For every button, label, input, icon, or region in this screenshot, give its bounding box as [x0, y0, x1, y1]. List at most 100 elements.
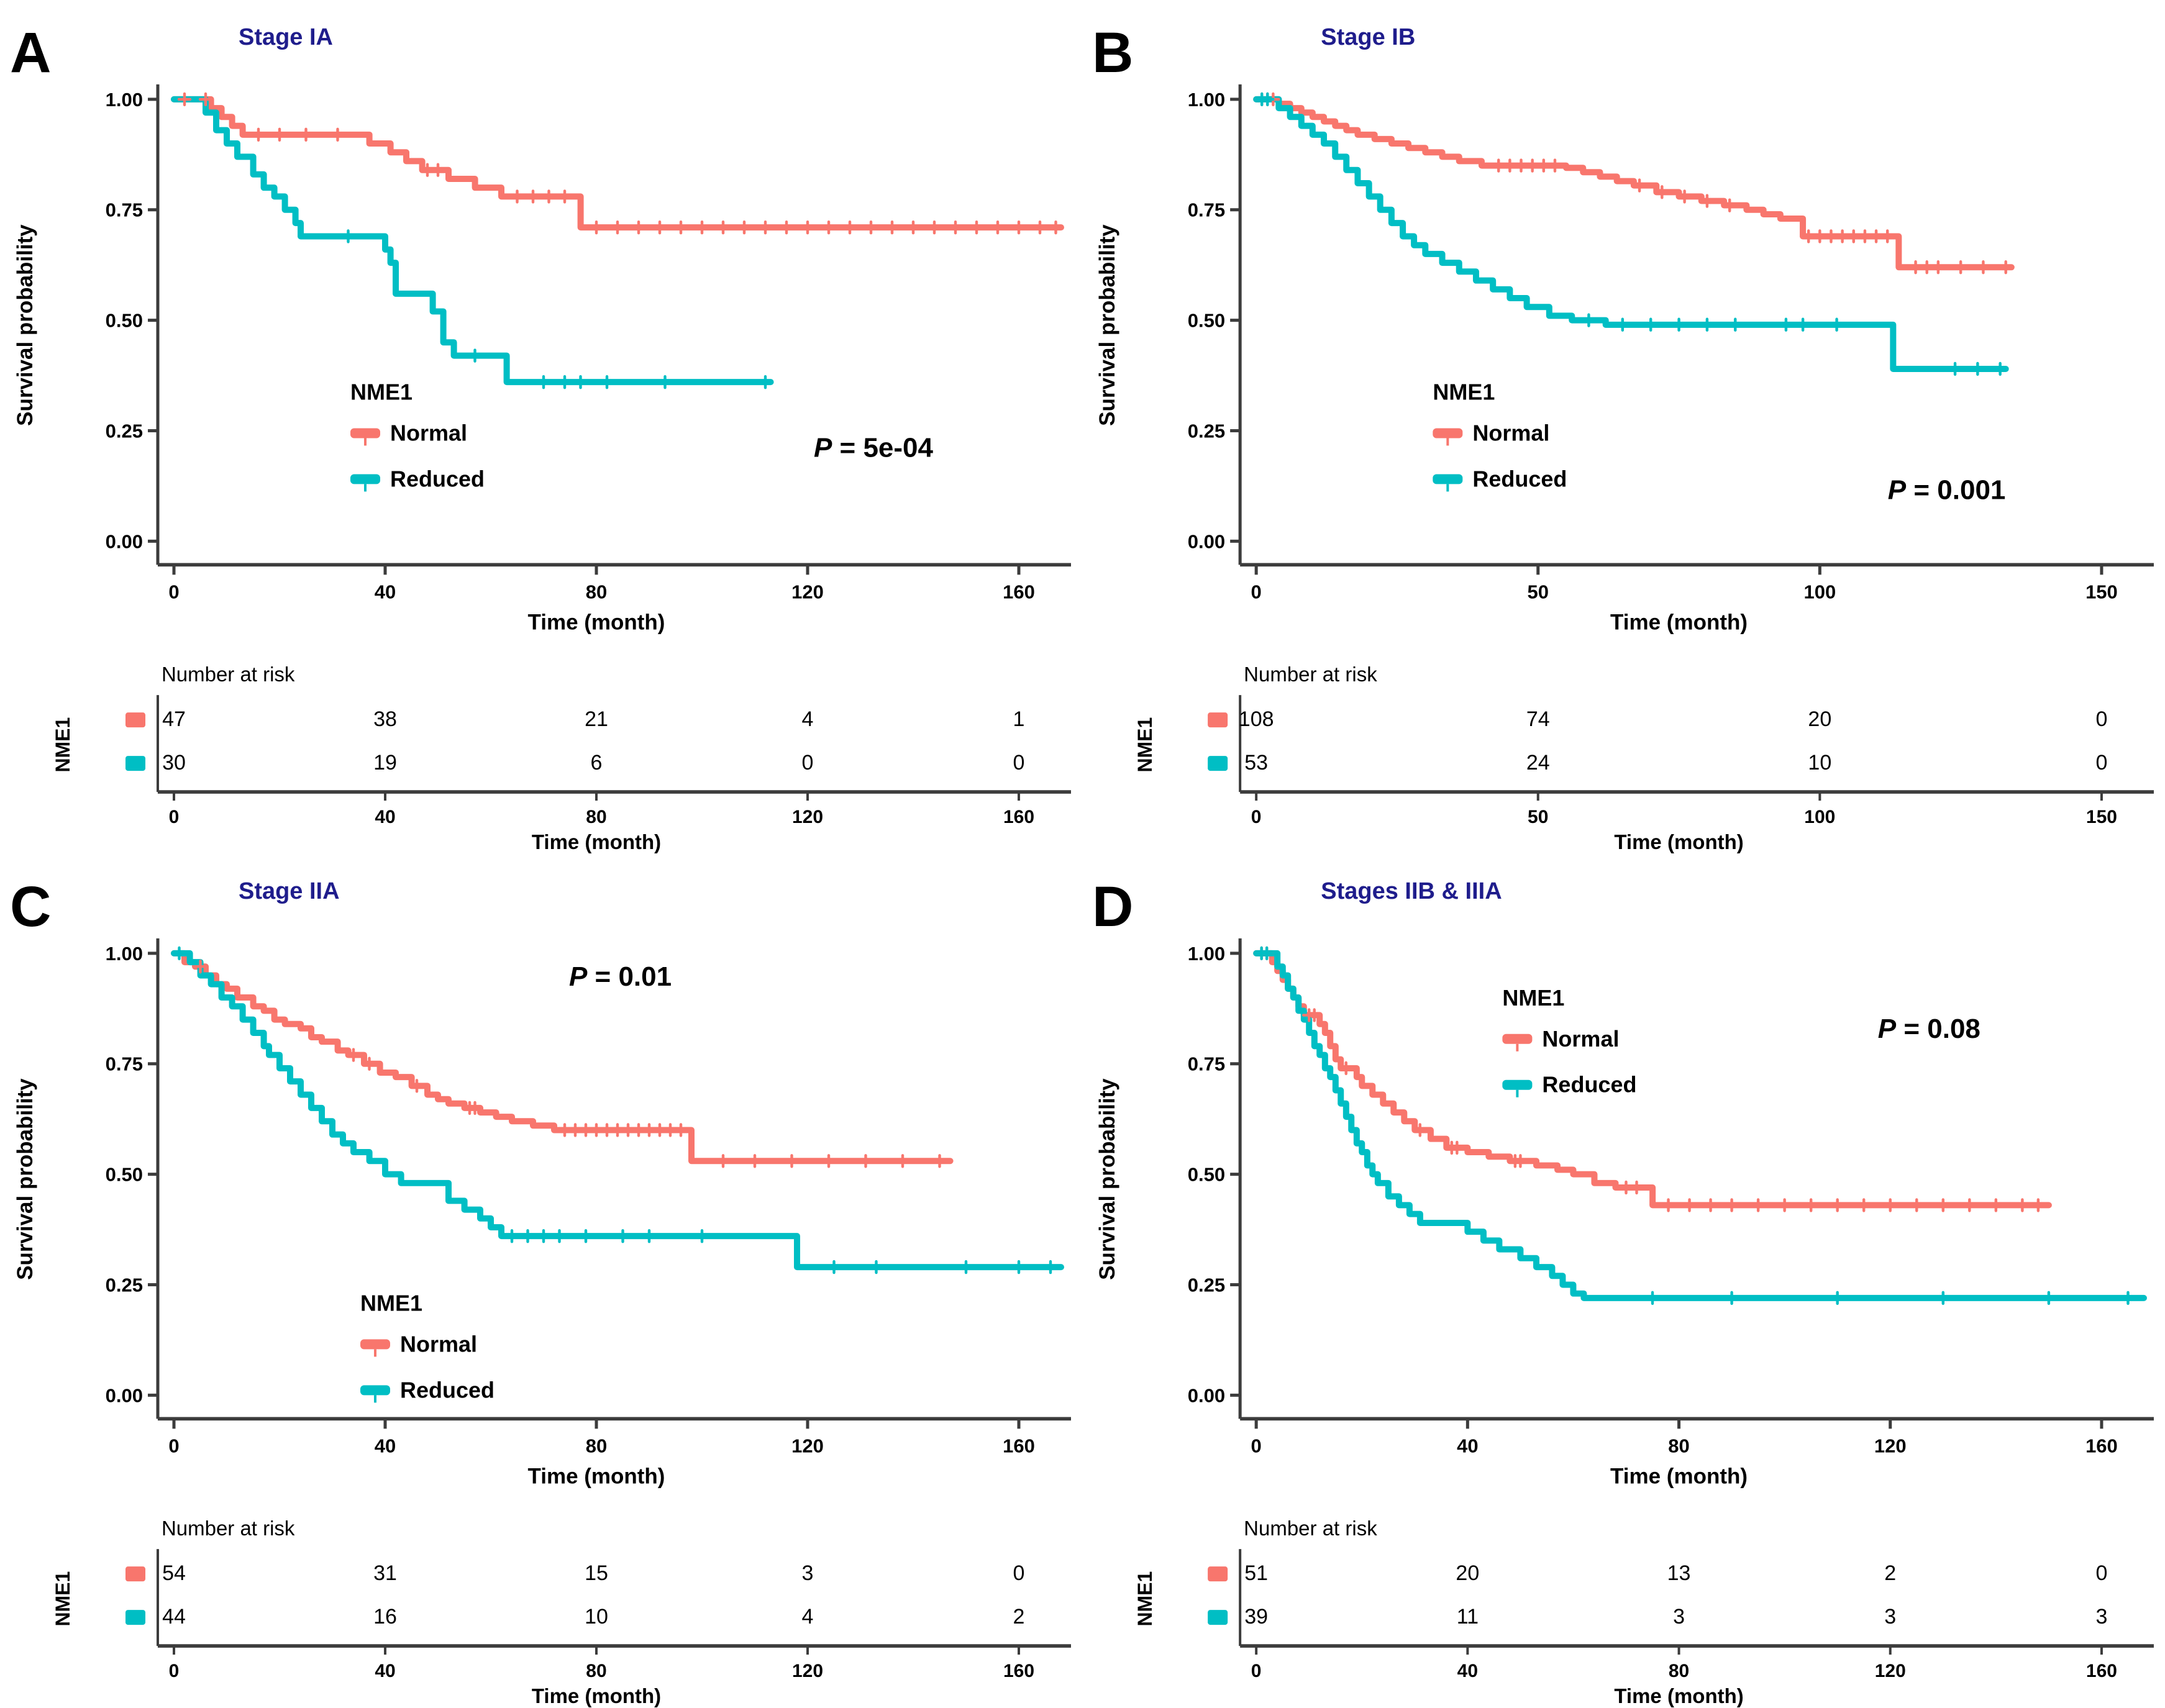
legend-label: Normal: [390, 420, 467, 445]
x-tick-label: 40: [375, 1435, 396, 1456]
risk-x-tick-label: 160: [2086, 1661, 2117, 1681]
risk-count: 38: [373, 707, 397, 731]
risk-count: 4: [802, 1605, 814, 1629]
risk-group-label: NME1: [1134, 1571, 1156, 1627]
risk-row-key-normal: [1208, 712, 1228, 728]
panel-letter: B: [1092, 21, 1133, 84]
x-axis-title: Time (month): [528, 1464, 665, 1488]
risk-x-tick-label: 40: [375, 1661, 395, 1681]
risk-x-tick-label: 100: [1804, 807, 1835, 827]
risk-count: 10: [1808, 751, 1831, 775]
x-tick-label: 120: [791, 1435, 824, 1456]
p-value: P = 5e-04: [814, 432, 934, 463]
y-axis-title: Survival probability: [13, 1078, 37, 1280]
legend-label: Reduced: [390, 466, 485, 491]
risk-x-tick-label: 80: [1669, 1661, 1689, 1681]
p-value: P = 0.001: [1888, 475, 2006, 505]
risk-x-tick-label: 120: [792, 807, 823, 827]
x-tick-label: 160: [2085, 1435, 2118, 1456]
plot-title: Stages IIB & IIIA: [1321, 878, 1502, 904]
risk-table-header: Number at risk: [162, 1517, 295, 1540]
legend-label: Normal: [400, 1331, 477, 1356]
panel-a: A Stage IA 1.00 0.75 0.50 0.25 0.00 Survival pr…: [0, 0, 1082, 854]
legend-line-icon: [1502, 1033, 1533, 1044]
plot-title: Stage IB: [1321, 24, 1415, 50]
legend-line-icon: [360, 1339, 390, 1350]
risk-count: 3: [2095, 1605, 2107, 1629]
risk-table-header: Number at risk: [1244, 1517, 1377, 1540]
risk-x-tick-label: 0: [1251, 1661, 1262, 1681]
risk-x-tick-label: 120: [792, 1661, 823, 1681]
risk-count: 0: [1013, 751, 1025, 775]
risk-x-axis-title: Time (month): [532, 830, 661, 853]
risk-count: 2: [1884, 1561, 1896, 1585]
legend-line-icon: [1433, 474, 1463, 484]
risk-x-tick-label: 150: [2086, 807, 2117, 827]
risk-count: 16: [373, 1605, 397, 1629]
risk-count: 0: [2095, 1561, 2107, 1585]
risk-x-tick-label: 0: [169, 1661, 180, 1681]
risk-count: 6: [591, 751, 603, 775]
survival-curve-normal: [1253, 96, 2015, 271]
risk-group-label: NME1: [52, 1571, 74, 1627]
risk-count: 3: [1884, 1605, 1896, 1629]
risk-count: 108: [1239, 707, 1274, 731]
survival-curve-reduced: [171, 950, 1064, 1271]
x-axis-title: Time (month): [528, 610, 665, 634]
risk-x-axis-title: Time (month): [532, 1684, 661, 1707]
panel-letter: D: [1092, 875, 1133, 938]
y-axis-title: Survival probability: [1095, 1078, 1119, 1280]
x-tick-label: 80: [586, 1435, 607, 1456]
legend-key-normal: [350, 428, 380, 446]
y-tick-label: 0.75: [1188, 199, 1225, 221]
risk-count: 0: [1013, 1561, 1025, 1585]
risk-row-key-reduced: [125, 756, 145, 771]
legend-key-normal: [1502, 1033, 1533, 1052]
survival-curve-reduced: [1253, 96, 2009, 372]
y-tick-label: 0.25: [1188, 420, 1225, 442]
x-tick-label: 120: [1874, 1435, 1907, 1456]
risk-count: 21: [585, 707, 608, 731]
panel-d: D Stages IIB & IIIA 1.00 0.75 0.50 0.25 0.00 Su…: [1082, 854, 2165, 1708]
risk-row-key-reduced: [1208, 1610, 1228, 1625]
y-axis-title: Survival probability: [1095, 224, 1119, 426]
risk-row-key-normal: [125, 712, 145, 728]
censor-marks-normal: [177, 92, 1063, 235]
risk-count: 20: [1808, 707, 1831, 731]
x-tick-label: 40: [1457, 1435, 1478, 1456]
risk-x-tick-label: 40: [375, 807, 395, 827]
y-tick-label: 1.00: [1188, 943, 1225, 965]
x-tick-label: 160: [1003, 1435, 1035, 1456]
legend-line-icon: [1433, 428, 1463, 438]
risk-count: 31: [373, 1561, 397, 1585]
survival-curve-normal: [171, 950, 954, 1165]
x-tick-label: 80: [586, 581, 607, 602]
km-chart-b: B Stage IB 1.00 0.75 0.50 0.25 0.00 Survival pr…: [1092, 21, 2154, 853]
censor-marks-reduced: [341, 229, 773, 389]
km-chart-c: C Stage IIA 1.00 0.75 0.50 0.25 0.00 Survival p…: [10, 875, 1071, 1707]
legend-key-reduced: [1502, 1079, 1533, 1097]
censor-marks-reduced: [172, 946, 1058, 1274]
risk-row-key-normal: [125, 1566, 145, 1582]
risk-count: 53: [1244, 751, 1268, 775]
survival-curve-reduced: [171, 96, 774, 386]
panel-letter: C: [10, 875, 51, 938]
risk-count: 44: [162, 1605, 186, 1629]
risk-count: 3: [802, 1561, 814, 1585]
y-tick-label: 0.25: [106, 420, 143, 442]
risk-count: 51: [1244, 1561, 1268, 1585]
y-tick-label: 0.00: [1188, 530, 1225, 552]
y-tick-label: 1.00: [1188, 89, 1225, 111]
x-tick-label: 100: [1803, 581, 1836, 602]
plot-title: Stage IA: [239, 24, 333, 50]
risk-count: 0: [802, 751, 814, 775]
legend-key-reduced: [1433, 474, 1463, 492]
risk-count: 30: [162, 751, 186, 775]
x-tick-label: 0: [168, 581, 179, 602]
y-tick-label: 0.50: [1188, 1164, 1225, 1186]
y-tick-label: 0.75: [1188, 1053, 1225, 1075]
x-tick-label: 40: [375, 581, 396, 602]
censor-marks-reduced: [1254, 946, 2135, 1306]
risk-x-tick-label: 80: [586, 807, 606, 827]
